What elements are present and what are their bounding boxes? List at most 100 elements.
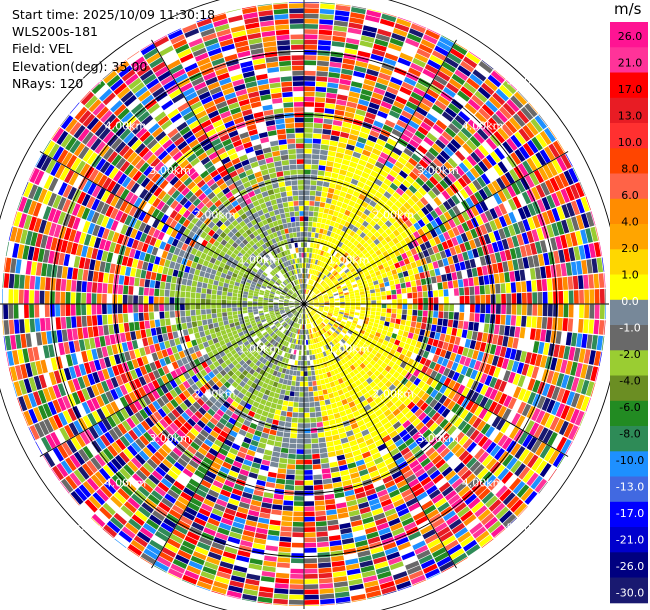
velocity-gate: [349, 244, 356, 250]
velocity-gate: [519, 327, 526, 339]
velocity-gate: [431, 186, 441, 196]
velocity-gate: [438, 233, 446, 243]
velocity-gate: [516, 293, 522, 304]
velocity-gate: [496, 294, 501, 304]
velocity-gate: [384, 220, 393, 228]
velocity-gate: [377, 110, 388, 119]
velocity-gate: [319, 300, 324, 303]
velocity-gate: [326, 161, 334, 167]
velocity-gate: [377, 28, 392, 37]
velocity-gate: [399, 52, 414, 62]
velocity-gate: [335, 283, 341, 288]
velocity-gate: [532, 341, 540, 354]
velocity-gate: [473, 132, 485, 144]
velocity-gate: [481, 141, 493, 154]
velocity-gate: [492, 263, 499, 274]
velocity-gate: [520, 106, 534, 121]
velocity-gate: [468, 321, 474, 331]
velocity-gate: [205, 334, 212, 341]
velocity-gate: [501, 158, 513, 171]
velocity-gate: [499, 272, 505, 283]
velocity-gate: [535, 354, 543, 367]
velocity-gate: [320, 315, 326, 319]
velocity-gate: [344, 278, 350, 283]
velocity-gate: [340, 243, 347, 250]
velocity-gate: [321, 234, 327, 240]
velocity-gate: [401, 288, 407, 294]
velocity-gate: [321, 463, 330, 469]
velocity-gate: [464, 338, 471, 348]
velocity-gate: [328, 296, 334, 299]
velocity-gate: [396, 267, 403, 274]
velocity-gate: [392, 328, 399, 335]
velocity-gate: [313, 123, 323, 129]
velocity-gate: [304, 107, 314, 112]
velocity-gate: [476, 332, 483, 342]
velocity-gate: [484, 121, 497, 134]
velocity-gate: [357, 282, 363, 287]
velocity-gate: [305, 289, 307, 294]
velocity-gate: [350, 335, 356, 341]
velocity-gate: [414, 130, 426, 140]
velocity-gate: [464, 123, 476, 135]
velocity-gate: [332, 434, 340, 441]
velocity-gate: [426, 88, 440, 99]
velocity-gate: [560, 263, 567, 277]
velocity-gate: [316, 243, 320, 249]
velocity-gate: [599, 288, 605, 304]
velocity-gate: [343, 245, 350, 252]
velocity-gate: [443, 221, 452, 231]
velocity-gate: [470, 295, 475, 304]
velocity-gate: [532, 215, 541, 229]
velocity-gate: [350, 304, 356, 307]
velocity-gate: [533, 424, 544, 439]
velocity-gate: [351, 124, 362, 131]
velocity-gate: [307, 297, 312, 301]
velocity-gate: [526, 121, 539, 136]
velocity-gate: [500, 314, 506, 325]
velocity-gate: [309, 206, 314, 212]
velocity-gate: [330, 286, 336, 290]
velocity-gate: [341, 63, 355, 71]
velocity-gate: [434, 268, 441, 276]
velocity-gate: [593, 273, 600, 289]
velocity-gate: [273, 598, 288, 605]
velocity-gate: [309, 304, 314, 305]
velocity-gate: [530, 242, 538, 255]
velocity-gate: [404, 236, 412, 245]
velocity-gate: [345, 306, 350, 309]
velocity-gate: [488, 401, 498, 413]
velocity-gate: [318, 261, 323, 267]
velocity-gate: [493, 230, 501, 241]
velocity-gate: [407, 358, 415, 366]
velocity-gate: [443, 231, 451, 241]
velocity-gate: [331, 46, 344, 53]
velocity-gate: [468, 51, 481, 60]
velocity-gate: [381, 272, 388, 279]
velocity-gate: [394, 278, 400, 285]
velocity-gate: [354, 312, 360, 316]
velocity-gate: [421, 234, 429, 243]
velocity-gate: [350, 306, 356, 310]
velocity-gate: [309, 247, 313, 253]
velocity-gate: [441, 190, 451, 200]
velocity-gate: [353, 286, 359, 291]
velocity-gate: [304, 211, 309, 216]
velocity-gate: [313, 243, 317, 249]
velocity-gate: [332, 227, 338, 233]
velocity-gate: [488, 365, 496, 376]
velocity-gate: [282, 379, 288, 385]
velocity-gate: [484, 313, 491, 324]
velocity-gate: [477, 86, 491, 99]
velocity-gate: [362, 268, 369, 274]
velocity-gate: [304, 568, 318, 574]
velocity-gate: [266, 540, 279, 547]
velocity-gate: [326, 192, 334, 199]
velocity-gate: [375, 270, 381, 276]
velocity-gate: [375, 288, 381, 293]
velocity-gate: [369, 343, 376, 349]
velocity-gate: [407, 332, 414, 339]
velocity-gate: [371, 339, 378, 346]
velocity-gate: [481, 82, 495, 96]
velocity-gate: [304, 206, 309, 211]
